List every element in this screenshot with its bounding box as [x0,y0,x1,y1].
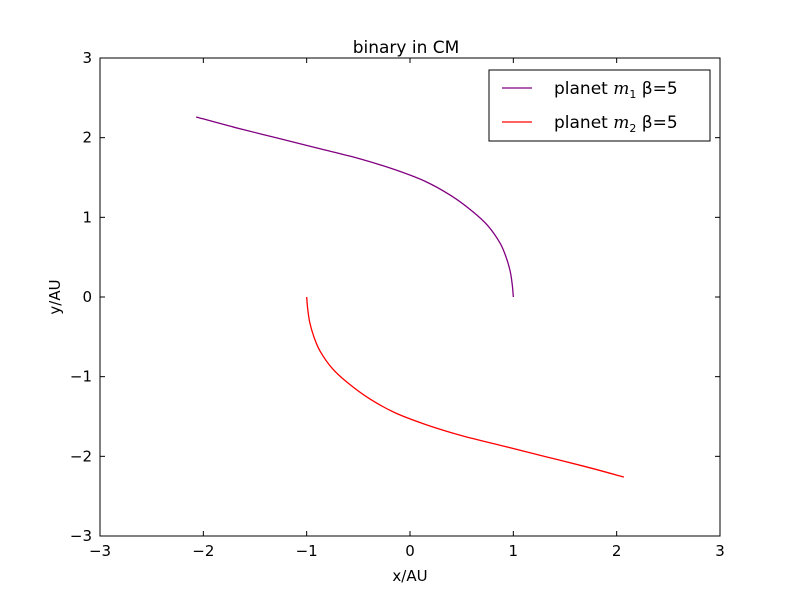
x-tick-label: 2 [612,542,622,560]
series-line-2 [306,296,625,478]
x-tick-label: −2 [192,542,214,560]
x-tick-label: 3 [715,542,725,560]
legend-label-2: planet m2 β=5 [554,113,678,135]
y-tick-label: 1 [82,208,92,226]
y-tick-label: 0 [82,288,92,306]
y-tick-label: 2 [82,129,92,147]
x-tick-label: 0 [405,542,415,560]
ticks-layer: −3 −2 −1 0 1 2 3 −3 −2 −1 0 1 2 3 [70,49,725,560]
x-tick-label: −1 [296,542,318,560]
y-tick-label: 3 [82,49,92,67]
x-tick-label: −3 [89,542,111,560]
legend: planet m1 β=5 planet m2 β=5 [488,69,711,142]
y-tick-label: −1 [70,368,92,386]
series-layer [195,116,625,478]
legend-label-1: planet m1 β=5 [554,79,678,101]
legend-box [488,69,711,142]
x-axis-label: x/AU [392,567,427,585]
series-line-1 [195,116,514,298]
y-tick-label: −3 [70,527,92,545]
y-axis-label: y/AU [46,279,64,314]
x-tick-label: 1 [509,542,519,560]
chart-title: binary in CM [353,38,460,58]
y-tick-label: −2 [70,447,92,465]
